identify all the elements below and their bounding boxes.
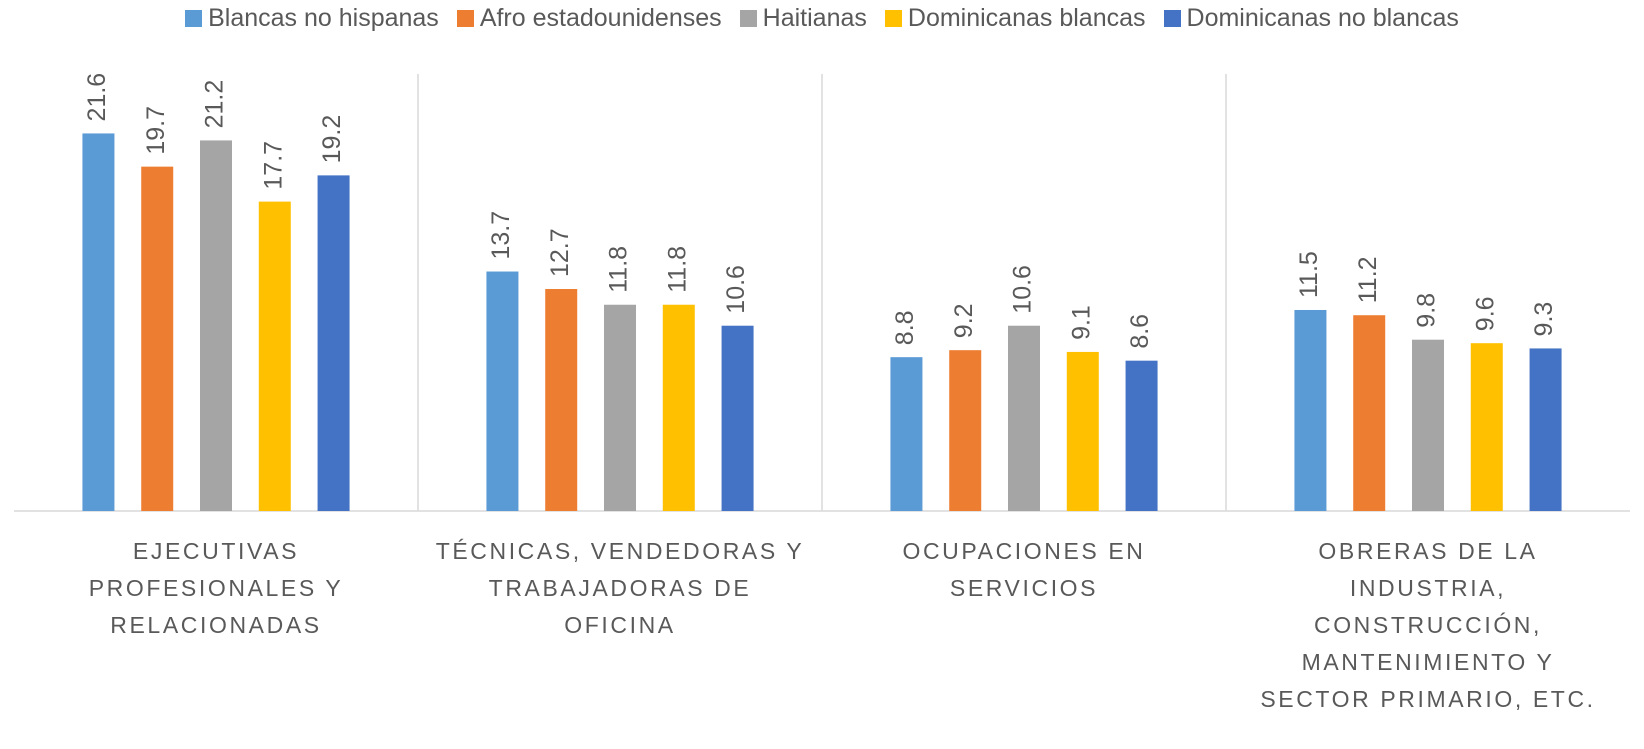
- bar: [890, 357, 923, 511]
- data-label: 11.2: [1354, 256, 1382, 303]
- data-label: 10.6: [1009, 265, 1037, 314]
- legend-swatch: [1163, 10, 1181, 27]
- bar: [200, 140, 232, 511]
- x-tick-label: OCUPACIONES EN SERVICIOS: [902, 538, 1146, 601]
- data-label: 9.3: [1530, 302, 1558, 337]
- legend: Blancas no hispanas Afro estadounidenses H…: [0, 4, 1644, 33]
- legend-item: Dominicanas blancas: [884, 4, 1146, 33]
- bar: [1412, 339, 1444, 511]
- legend-item: Haitianas: [739, 4, 867, 33]
- bar: [662, 304, 695, 511]
- legend-swatch: [456, 10, 474, 27]
- legend-item: Dominicanas no blancas: [1163, 4, 1459, 33]
- data-label: 21.2: [201, 80, 229, 129]
- data-label: 9.6: [1471, 296, 1499, 331]
- bar: [258, 201, 291, 511]
- data-label: 9.8: [1413, 293, 1441, 328]
- data-label: 17.7: [259, 141, 287, 190]
- legend-label: Dominicanas no blancas: [1186, 4, 1459, 32]
- bar: [1353, 315, 1386, 511]
- bar: [1470, 343, 1503, 511]
- legend-item: Afro estadounidenses: [456, 4, 722, 33]
- data-label: 19.2: [318, 115, 346, 164]
- data-label: 8.6: [1126, 314, 1154, 349]
- bar: [1008, 325, 1040, 511]
- bar: [1066, 351, 1099, 511]
- bar: [486, 271, 519, 511]
- data-label: 19.7: [142, 106, 170, 155]
- data-label: 11.5: [1295, 251, 1323, 298]
- legend-label: Dominicanas blancas: [907, 4, 1146, 32]
- data-label: 10.6: [722, 265, 750, 314]
- bar: [604, 304, 636, 511]
- bar: [82, 133, 115, 511]
- bar: [949, 350, 982, 511]
- bar: [1294, 309, 1327, 511]
- legend-swatch: [884, 10, 902, 27]
- x-tick-label: EJECUTIVAS PROFESIONALES Y RELACIONADAS: [88, 538, 344, 638]
- legend-label: Blancas no hispanas: [208, 4, 439, 32]
- bar: [1529, 348, 1562, 511]
- bar: [317, 175, 350, 511]
- data-label: 21.6: [83, 73, 111, 122]
- data-label: 9.1: [1067, 305, 1095, 340]
- x-tick-label: TÉCNICAS, VENDEDORAS Y TRABAJADORAS DE O…: [435, 538, 805, 638]
- legend-item: Blancas no hispanas: [185, 4, 439, 33]
- data-label: 12.7: [546, 228, 574, 277]
- data-label: 11.8: [663, 246, 691, 293]
- data-label: 8.8: [891, 310, 919, 345]
- data-label: 9.2: [950, 303, 978, 338]
- legend-swatch: [739, 10, 757, 27]
- data-label: 11.8: [605, 246, 633, 293]
- data-label: 13.7: [487, 211, 515, 260]
- bar: [1125, 360, 1158, 511]
- legend-label: Haitianas: [762, 4, 867, 32]
- bar: [545, 289, 578, 511]
- bar: [721, 325, 754, 511]
- legend-label: Afro estadounidenses: [479, 4, 722, 32]
- bar: [141, 166, 174, 512]
- x-tick-label: OBRERAS DE LA INDUSTRIA, CONSTRUCCIÓN, M…: [1260, 538, 1596, 712]
- legend-swatch: [185, 10, 203, 27]
